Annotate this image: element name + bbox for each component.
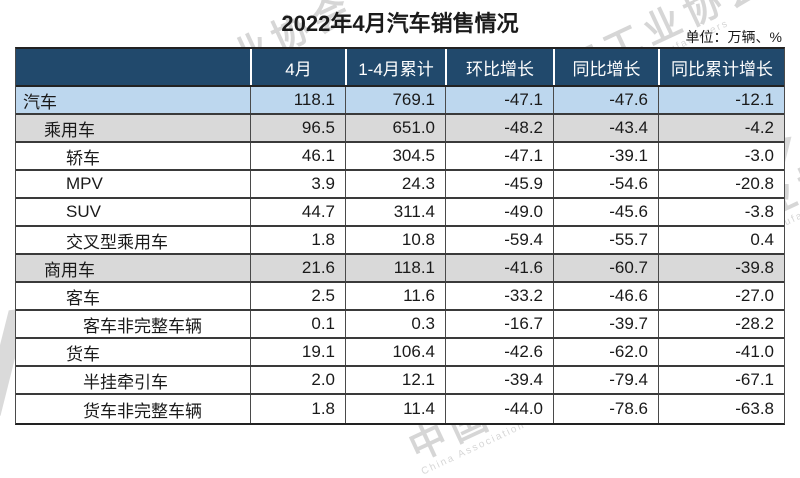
table-row: SUV 44.7 311.4 -49.0 -45.6 -3.8 (16, 199, 784, 227)
table-row: 乘用车 96.5 651.0 -48.2 -43.4 -4.2 (16, 115, 784, 143)
cell-value: -41.0 (658, 339, 784, 365)
cell-value: -47.1 (445, 87, 553, 113)
cell-value: 2.5 (250, 283, 345, 309)
cell-value: 1.8 (250, 395, 345, 423)
cell-value: -55.7 (553, 227, 658, 253)
cell-value: -54.6 (553, 171, 658, 197)
cell-value: -4.2 (658, 115, 784, 141)
row-label: 货车 (66, 344, 100, 364)
cell-value: -47.6 (553, 87, 658, 113)
column-header-4: 同比增长 (553, 49, 658, 85)
row-label: 商用车 (44, 260, 95, 280)
row-label: 客车 (66, 288, 100, 308)
row-label: 货车非完整车辆 (83, 401, 202, 421)
cell-value: -39.4 (445, 367, 553, 393)
cell-value: 106.4 (345, 339, 445, 365)
cell-value: -3.0 (658, 143, 784, 169)
column-header-3: 环比增长 (445, 49, 553, 85)
cell-value: -27.0 (658, 283, 784, 309)
table-header-row: 4月 1-4月累计 环比增长 同比增长 同比累计增长 (16, 49, 784, 87)
column-header-5: 同比累计增长 (658, 49, 784, 85)
cell-value: -48.2 (445, 115, 553, 141)
cell-value: 3.9 (250, 171, 345, 197)
cell-value: 304.5 (345, 143, 445, 169)
table-body: 汽车 118.1 769.1 -47.1 -47.6 -12.1 乘用车 96.5 651.0-… (16, 87, 784, 423)
cell-value: 0.4 (658, 227, 784, 253)
cell-value: 19.1 (250, 339, 345, 365)
cell-value: 21.6 (250, 255, 345, 281)
cell-value: 0.3 (345, 311, 445, 337)
cell-value: -42.6 (445, 339, 553, 365)
row-label: 汽车 (23, 92, 57, 112)
table-row: 半挂牵引车 2.0 12.1 -39.4 -79.4 -67.1 (16, 367, 784, 395)
row-label: 轿车 (66, 148, 100, 168)
cell-value: -62.0 (553, 339, 658, 365)
cell-value: -43.4 (553, 115, 658, 141)
cell-value: 11.4 (345, 395, 445, 423)
cell-value: -78.6 (553, 395, 658, 423)
row-label: 交叉型乘用车 (66, 232, 168, 252)
cell-value: 311.4 (345, 199, 445, 225)
cell-value: 2.0 (250, 367, 345, 393)
cell-value: -12.1 (658, 87, 784, 113)
cell-value: 44.7 (250, 199, 345, 225)
unit-label: 单位：万辆、% (685, 29, 782, 45)
row-label: 半挂牵引车 (83, 372, 168, 392)
cell-value: 10.8 (345, 227, 445, 253)
cell-value: -39.8 (658, 255, 784, 281)
row-label: SUV (66, 202, 101, 221)
table-row: 客车非完整车辆 0.1 0.3 -16.7 -39.7 -28.2 (16, 311, 784, 339)
cell-value: -79.4 (553, 367, 658, 393)
cell-value: -28.2 (658, 311, 784, 337)
cell-value: -44.0 (445, 395, 553, 423)
column-header-0 (16, 49, 250, 85)
table-row: 货车非完整车辆 1.8 11.4 -44.0 -78.6 -63.8 (16, 395, 784, 423)
table-row: MPV 3.9 24.3 -45.9 -54.6 -20.8 (16, 171, 784, 199)
sales-table: 4月 1-4月累计 环比增长 同比增长 同比累计增长 汽车 118.1 769.1 -47.1… (15, 47, 785, 425)
cell-value: -3.8 (658, 199, 784, 225)
table-row: 轿车 46.1 304.5 -47.1 -39.1 -3.0 (16, 143, 784, 171)
cell-value: -39.7 (553, 311, 658, 337)
row-label: 客车非完整车辆 (83, 316, 202, 336)
table-row: 客车 2.5 11.6 -33.2 -46.6 -27.0 (16, 283, 784, 311)
cell-value: 96.5 (250, 115, 345, 141)
cell-value: -63.8 (658, 395, 784, 423)
cell-value: 651.0 (345, 115, 445, 141)
cell-value: -60.7 (553, 255, 658, 281)
cell-value: 118.1 (345, 255, 445, 281)
cell-value: -41.6 (445, 255, 553, 281)
cell-value: -39.1 (553, 143, 658, 169)
cell-value: 24.3 (345, 171, 445, 197)
page-title: 2022年4月汽车销售情况 (281, 11, 519, 36)
table-row: 货车 19.1 106.4 -42.6 -62.0 -41.0 (16, 339, 784, 367)
cell-value: -46.6 (553, 283, 658, 309)
cell-value: 118.1 (250, 87, 345, 113)
cell-value: 0.1 (250, 311, 345, 337)
column-header-1: 4月 (250, 49, 345, 85)
cell-value: -45.9 (445, 171, 553, 197)
column-header-2: 1-4月累计 (345, 49, 445, 85)
cell-value: -45.6 (553, 199, 658, 225)
cell-value: 1.8 (250, 227, 345, 253)
cell-value: 12.1 (345, 367, 445, 393)
table-row: 交叉型乘用车 1.8 10.8 -59.4 -55.7 0.4 (16, 227, 784, 255)
table-row: 汽车 118.1 769.1 -47.1 -47.6 -12.1 (16, 87, 784, 115)
cell-value: -16.7 (445, 311, 553, 337)
table-row: 商用车 21.6 118.1 -41.6 -60.7 -39.8 (16, 255, 784, 283)
row-label: 乘用车 (44, 120, 95, 140)
row-label: MPV (66, 174, 103, 193)
cell-value: -59.4 (445, 227, 553, 253)
cell-value: -47.1 (445, 143, 553, 169)
cell-value: 11.6 (345, 283, 445, 309)
cell-value: -33.2 (445, 283, 553, 309)
cell-value: -49.0 (445, 199, 553, 225)
cell-value: 769.1 (345, 87, 445, 113)
cell-value: 46.1 (250, 143, 345, 169)
cell-value: -20.8 (658, 171, 784, 197)
cell-value: -67.1 (658, 367, 784, 393)
